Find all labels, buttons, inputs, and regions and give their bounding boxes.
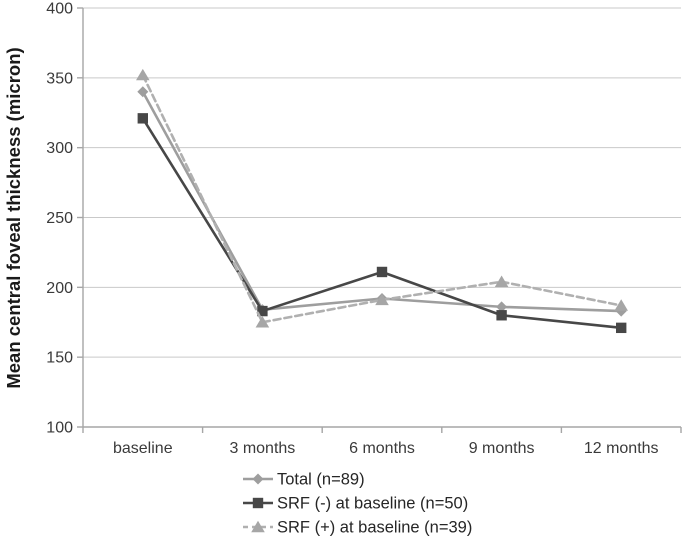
series-square	[137, 113, 627, 334]
x-tick-label: 3 months	[229, 440, 295, 457]
series-marker-triangle	[494, 275, 509, 287]
series-marker-square	[616, 322, 627, 334]
y-tick-label: 150	[46, 350, 73, 367]
x-tick-label: 6 months	[349, 440, 415, 457]
series-marker-square	[137, 113, 148, 124]
legend-marker-triangle	[251, 520, 265, 533]
legend-marker-square	[252, 497, 264, 509]
legend-label: SRF (+) at baseline (n=39)	[277, 519, 472, 537]
series-marker-triangle	[255, 316, 270, 328]
y-tick-label: 300	[46, 140, 73, 157]
gridlines-layer	[83, 7, 681, 428]
y-axis-title: Mean central foveal thickness (micron)	[3, 47, 24, 388]
legend-label: Total (n=89)	[277, 471, 365, 489]
y-tick-label: 200	[46, 280, 73, 297]
y-tick-label: 350	[46, 70, 73, 87]
series-line	[141, 73, 623, 324]
series-marker-triangle	[614, 299, 628, 311]
x-tick-label: baseline	[113, 440, 173, 457]
x-tick-label: 9 months	[469, 440, 535, 457]
legend-item: SRF (+) at baseline (n=39)	[243, 519, 472, 537]
legend-item: Total (n=89)	[243, 471, 365, 489]
series-layer	[136, 68, 628, 334]
legend-marker-diamond	[252, 473, 264, 485]
series-marker-square	[376, 266, 388, 278]
series-triangle	[136, 68, 628, 328]
series-marker-triangle	[136, 68, 150, 81]
series-marker-diamond	[496, 301, 508, 313]
legend-label: SRF (-) at baseline (n=50)	[277, 495, 468, 513]
series-marker-square	[496, 310, 507, 321]
y-tick-label: 400	[46, 1, 73, 18]
series-marker-diamond	[137, 86, 149, 98]
series-marker-triangle	[375, 293, 389, 306]
series-diamond	[137, 86, 627, 317]
series-line	[141, 90, 623, 313]
legend: Total (n=89) SRF (-) at baseline (n=50) SR…	[243, 471, 472, 537]
y-tick-label: 100	[46, 420, 73, 437]
tick-labels-layer: 100 150 200 250 300 350 400 baseline 3 months 6 m…	[46, 1, 658, 458]
axes-layer	[77, 7, 682, 433]
legend-item: SRF (-) at baseline (n=50)	[243, 495, 468, 513]
series-marker-square	[257, 305, 268, 317]
y-tick-label: 250	[46, 210, 73, 227]
x-tick-label: 12 months	[584, 440, 659, 457]
